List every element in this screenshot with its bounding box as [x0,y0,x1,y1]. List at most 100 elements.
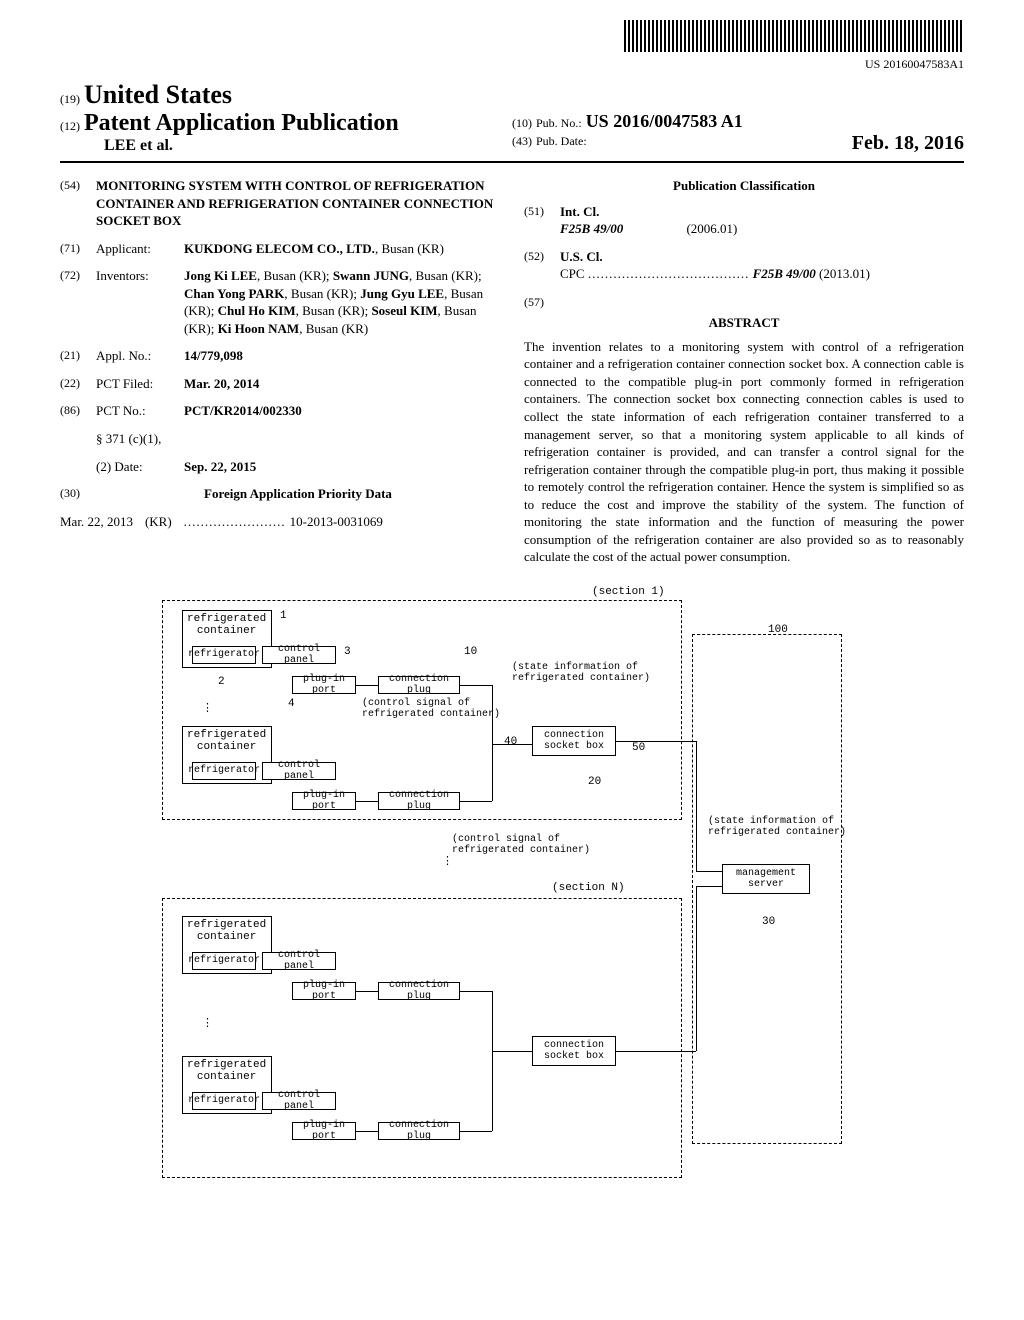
ref-100: 100 [768,624,788,636]
inv-1: Jong Ki LEE [184,268,257,283]
code-72: (72) [60,267,96,337]
line-6 [460,801,492,802]
title-54: MONITORING SYSTEM WITH CONTROL OF REFRIG… [96,177,500,230]
field-86-sub2: (2) Date: Sep. 22, 2015 [60,458,500,476]
code-54: (54) [60,177,96,230]
f30-dots: ........................ [184,513,286,531]
line-20 [696,886,722,887]
f30-date: Mar. 22, 2013 [60,513,133,531]
control-panel-2: control panel [262,762,336,780]
pub-date-label: Pub. Date: [536,134,587,148]
f30-number: 10-2013-0031069 [290,513,383,531]
value-72: Jong Ki LEE, Busan (KR); Swann JUNG, Bus… [184,267,500,337]
inv-1r: , Busan (KR); [257,268,333,283]
code-30: (30) [60,485,96,503]
ref-2: 2 [218,676,225,688]
label-71: Applicant: [96,240,184,258]
vdots-mid: ⋮ [442,854,453,868]
ctrl-sig-1: (control signal ofrefrigerated container… [362,698,500,720]
line-15 [492,1051,532,1052]
code-57: (57) [524,295,544,309]
refrigerator-4: refrigerator [192,1092,256,1110]
inv-5: Chul Ho KIM [218,303,296,318]
field-22: (22) PCT Filed: Mar. 20, 2014 [60,375,500,393]
conn-plug-1: connection plug [378,676,460,694]
divider [60,161,964,163]
sub2-label-86: (2) Date: [96,458,184,476]
field-86-sub1: § 371 (c)(1), [60,430,500,448]
label-22: PCT Filed: [96,375,184,393]
section-n-label: (section N) [552,882,625,894]
class-51: F25B 49/00 [560,221,623,236]
label-52: U.S. Cl. [560,249,603,264]
plugin-port-2: plug-in port [292,792,356,810]
year-51: (2006.01) [686,221,737,236]
pct-no: PCT/KR2014/002330 [184,403,302,418]
line-9 [696,741,697,871]
line-16 [460,1131,492,1132]
control-panel-1: control panel [262,646,336,664]
inv-2: Swann JUNG [333,268,409,283]
body-columns: (54) MONITORING SYSTEM WITH CONTROL OF R… [60,177,964,566]
pub-no-label: Pub. No.: [536,116,582,130]
barcode-area: US 20160047583A1 [60,20,964,72]
barcode-number: US 20160047583A1 [60,57,964,72]
code-43: (43) [512,134,532,148]
field-72: (72) Inventors: Jong Ki LEE, Busan (KR);… [60,267,500,337]
classification-heading: Publication Classification [524,177,964,195]
refrigerator-1: refrigerator [192,646,256,664]
field-52: (52) U.S. Cl. CPC ......................… [524,248,964,283]
doc-type: Patent Application Publication [84,110,399,136]
inv-6: Soseul KIM [371,303,437,318]
ctrl-sig-main: (control signal ofrefrigerated container… [452,834,590,856]
figure: (section 1) refrigeratedcontainer 1 refr… [60,586,964,1206]
inv-3: Chan Yong PARK [184,286,284,301]
conn-plug-2: connection plug [378,792,460,810]
line-4 [460,685,492,686]
class-52: F25B 49/00 [753,266,816,281]
inv-5r: , Busan (KR); [296,303,372,318]
f52-dots: ...................................... [588,266,750,281]
plugin-port-4: plug-in port [292,1122,356,1140]
line-12 [356,1131,378,1132]
value-21: 14/779,098 [184,347,500,365]
code-19: (19) [60,92,80,106]
ref-3: 3 [344,646,351,658]
plugin-port-1: plug-in port [292,676,356,694]
right-column: Publication Classification (51) Int. Cl.… [524,177,964,566]
code-12: (12) [60,119,80,133]
sub2-date: Sep. 22, 2015 [184,459,256,474]
diagram: (section 1) refrigeratedcontainer 1 refr… [152,586,872,1206]
refrigerator-2: refrigerator [192,762,256,780]
line-13 [460,991,492,992]
sub1-86: § 371 (c)(1), [96,430,500,448]
barcode [624,20,964,52]
inv-4: Jung Gyu LEE [360,286,444,301]
line-1 [356,685,378,686]
label-86: PCT No.: [96,402,184,420]
abstract-heading: ABSTRACT [524,314,964,332]
state-info-main: (state information ofrefrigerated contai… [708,816,846,838]
heading-30: Foreign Application Priority Data [96,485,500,503]
field-30-line: Mar. 22, 2013 (KR) .....................… [60,513,500,531]
line-17 [492,1051,493,1131]
field-71: (71) Applicant: KUKDONG ELECOM CO., LTD.… [60,240,500,258]
appl-no: 14/779,098 [184,348,243,363]
field-51: (51) Int. Cl. F25B 49/00 (2006.01) [524,203,964,238]
code-71: (71) [60,240,96,258]
inv-7: Ki Hoon NAM [218,321,300,336]
value-71: KUKDONG ELECOM CO., LTD., Busan (KR) [184,240,500,258]
pct-filed: Mar. 20, 2014 [184,376,259,391]
ref-1: 1 [280,610,287,622]
control-panel-4: control panel [262,1092,336,1110]
line-14 [492,991,493,1051]
code-10: (10) [512,116,532,130]
year-52: (2013.01) [819,266,870,281]
left-column: (54) MONITORING SYSTEM WITH CONTROL OF R… [60,177,500,566]
ref-10: 10 [464,646,477,658]
value-86: PCT/KR2014/002330 [184,402,500,420]
ref-50: 50 [632,742,645,754]
label-72: Inventors: [96,267,184,337]
socket-box-1: connectionsocket box [532,726,616,756]
header: (19) United States (12) Patent Applicati… [60,80,964,155]
